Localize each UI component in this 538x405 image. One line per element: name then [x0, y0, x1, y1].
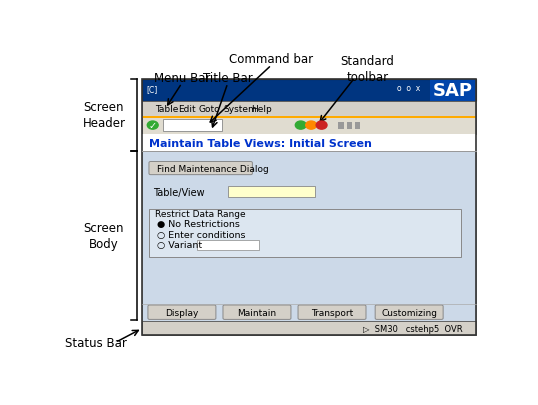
Text: ○ Enter conditions: ○ Enter conditions [157, 230, 245, 239]
Text: ✓: ✓ [148, 121, 157, 131]
Bar [346, 123, 352, 129]
Text: Display: Display [165, 308, 199, 317]
Bar [142, 322, 476, 335]
Text: Goto: Goto [199, 105, 220, 114]
Text: Help: Help [251, 105, 272, 114]
Text: Command bar: Command bar [230, 53, 314, 66]
Text: ○ Variant: ○ Variant [157, 241, 202, 250]
Text: Customizing: Customizing [381, 308, 437, 317]
Text: Status Bar: Status Bar [66, 336, 128, 349]
Bar [228, 186, 315, 198]
Circle shape [306, 122, 316, 130]
FancyBboxPatch shape [375, 305, 443, 320]
Text: Find Maintenance Dialog: Find Maintenance Dialog [157, 164, 268, 173]
Text: Screen
Header: Screen Header [82, 101, 125, 130]
Bar [196, 241, 259, 250]
Text: SAP: SAP [433, 82, 473, 100]
Text: Menu Bar: Menu Bar [154, 72, 210, 85]
Bar [430, 80, 476, 102]
Circle shape [295, 122, 306, 130]
Bar [142, 80, 476, 335]
Text: ● No Restrictions: ● No Restrictions [157, 220, 240, 229]
Text: Edit: Edit [178, 105, 195, 114]
Text: Transport: Transport [311, 308, 353, 317]
Bar [163, 120, 222, 132]
FancyBboxPatch shape [223, 305, 291, 320]
Circle shape [147, 122, 158, 130]
Text: Maintain: Maintain [237, 308, 277, 317]
Text: Table/View: Table/View [153, 187, 204, 197]
Text: System: System [224, 105, 257, 114]
FancyBboxPatch shape [298, 305, 366, 320]
Text: [C]: [C] [146, 85, 158, 94]
FancyBboxPatch shape [148, 305, 216, 320]
Bar [148, 209, 461, 258]
Bar [142, 102, 476, 117]
Bar [338, 123, 344, 129]
Text: o  o  x: o o x [397, 83, 420, 93]
Circle shape [316, 122, 327, 130]
Text: Restrict Data Range: Restrict Data Range [155, 209, 245, 218]
Text: Table: Table [155, 105, 178, 114]
Bar [142, 151, 476, 322]
Bar [355, 123, 360, 129]
Bar [142, 117, 476, 134]
Text: ▷  SM30   cstehp5  OVR: ▷ SM30 cstehp5 OVR [363, 324, 463, 333]
Text: Screen
Body: Screen Body [84, 222, 124, 250]
Text: Standard
toolbar: Standard toolbar [341, 54, 394, 83]
Text: Title Bar: Title Bar [203, 72, 253, 85]
Bar [142, 117, 476, 118]
FancyBboxPatch shape [149, 162, 252, 175]
Text: Maintain Table Views: Initial Screen: Maintain Table Views: Initial Screen [148, 138, 371, 148]
Bar [142, 80, 476, 102]
Bar [142, 134, 476, 151]
